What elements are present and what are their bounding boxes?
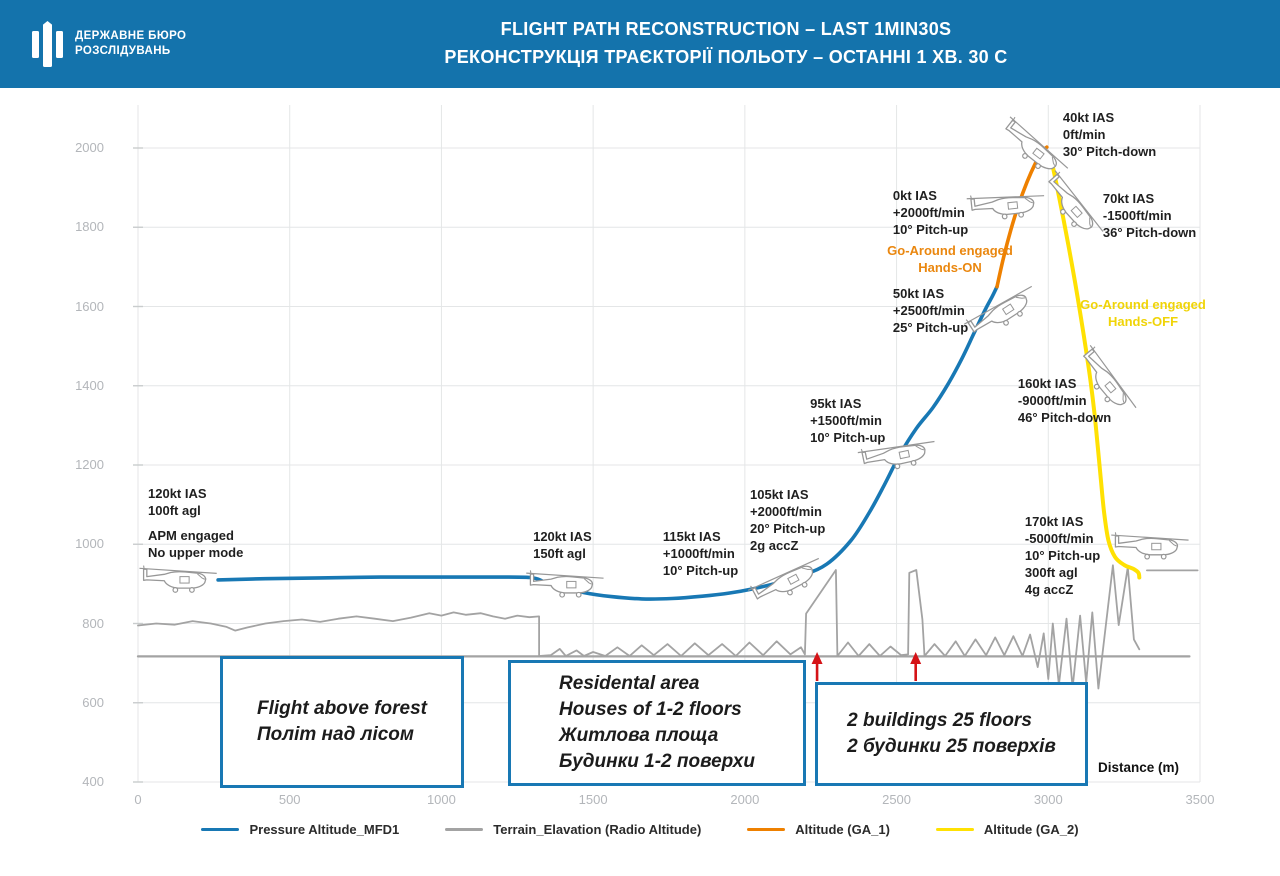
y-axis-tick-label: 1800	[75, 219, 104, 235]
flight-annotation: 120kt IAS 100ft agl APM engaged No upper mo…	[148, 485, 244, 560]
helicopter-icon	[994, 113, 1074, 184]
legend-item-label: Terrain_Elavation (Radio Altitude)	[493, 822, 702, 837]
page-title: FLIGHT PATH RECONSTRUCTION – LAST 1MIN30…	[180, 16, 1272, 72]
x-axis-tick-label: 500	[278, 792, 301, 807]
legend-swatch-line	[201, 827, 240, 832]
flight-annotation: 95kt IAS +1500ft/min 10° Pitch-up	[810, 396, 886, 446]
y-axis-tick-label: 400	[82, 774, 104, 789]
area-box-residential-line3: Житлова площа	[559, 725, 719, 746]
legend-swatch-line	[445, 827, 484, 832]
header: ДЕРЖАВНЕ БЮРО РОЗСЛІДУВАНЬ FLIGHT PATH R…	[0, 0, 1280, 88]
y-axis-tick-label: 600	[82, 694, 104, 710]
legend-swatch-line	[747, 827, 786, 832]
flight-annotation: 115kt IAS +1000ft/min 10° Pitch-up	[662, 528, 739, 578]
helicopter-icon	[746, 550, 829, 613]
flight-annotation: 40kt IAS 0ft/min 30° Pitch-down	[1062, 110, 1157, 160]
y-axis-tick-label: 1000	[75, 536, 104, 552]
flight-annotation: 170kt IAS -5000ft/min 10° Pitch-up 300ft ag…	[1024, 514, 1101, 598]
x-axis-tick-label: 3000	[1033, 792, 1063, 807]
helicopter-icon	[1110, 531, 1190, 560]
dbr-logo-icon	[32, 20, 63, 68]
x-axis-tick-label: 3500	[1185, 792, 1215, 807]
dbr-logo: ДЕРЖАВНЕ БЮРО РОЗСЛІДУВАНЬ	[32, 20, 186, 68]
building-marker-arrows	[811, 652, 922, 681]
area-box-residential-line1: Residental area	[559, 673, 700, 694]
legend-item-label: Pressure Altitude_MFD1	[249, 822, 400, 837]
x-axis-tick-label: 1000	[426, 792, 456, 807]
helicopter-icon	[138, 564, 218, 593]
legend-item: Altitude (GA_2)	[935, 822, 1079, 837]
agency-name-line1: ДЕРЖАВНЕ БЮРО	[75, 30, 187, 43]
page-title-en: FLIGHT PATH RECONSTRUCTION – LAST 1MIN30…	[500, 19, 952, 40]
flight-annotation: 70kt IAS -1500ft/min 36° Pitch-down	[1102, 190, 1197, 240]
y-axis-tick-label: 1400	[75, 377, 104, 393]
agency-name: ДЕРЖАВНЕ БЮРО РОЗСЛІДУВАНЬ	[75, 29, 186, 59]
page-title-uk: РЕКОНСТРУКЦІЯ ТРАЄКТОРІЇ ПОЛЬОТУ – ОСТАН…	[444, 47, 1008, 67]
area-box-forest: Flight above forest Політ над лісом	[220, 656, 464, 788]
flight-annotation: 160kt IAS -9000ft/min 46° Pitch-down	[1017, 376, 1112, 426]
building-marker-arrow	[811, 652, 823, 681]
area-box-residential-line2: Houses of 1-2 floors	[559, 699, 742, 720]
area-box-residential-line4: Будинки 1-2 поверхи	[559, 751, 755, 772]
legend-item: Pressure Altitude_MFD1	[201, 822, 399, 837]
y-axis-tick-label: 800	[82, 615, 104, 631]
legend-item: Altitude (GA_1)	[747, 822, 890, 837]
y-axis-tick-label: 1200	[75, 457, 104, 472]
legend: Pressure Altitude_MFD1 Terrain_Elavation …	[0, 822, 1280, 837]
y-axis-tick-label: 1600	[75, 298, 104, 314]
flight-annotation: 105kt IAS +2000ft/min 20° Pitch-up 2g accZ	[750, 487, 826, 554]
x-axis-tick-label: 0	[134, 792, 142, 807]
area-box-forest-line1: Flight above forest	[257, 698, 427, 719]
area-box-buildings: 2 buildings 25 floors 2 будинки 25 повер…	[815, 682, 1088, 786]
area-box-buildings-line2: 2 будинки 25 поверхів	[847, 736, 1056, 757]
x-axis-tick-label: 1500	[578, 792, 608, 807]
x-axis-tick-label: 2000	[730, 792, 760, 807]
legend-item-label: Altitude (GA_1)	[795, 822, 890, 837]
area-box-forest-line2: Політ над лісом	[257, 724, 414, 745]
x-axis-title: Distance (m)	[1098, 760, 1180, 775]
legend-swatch-line	[935, 827, 974, 832]
area-box-residential: Residental area Houses of 1-2 floors Жит…	[508, 660, 806, 786]
flight-annotation: 120kt IAS 150ft agl	[533, 528, 592, 561]
legend-item: Terrain_Elavation (Radio Altitude)	[445, 822, 701, 837]
helicopter-icon	[965, 187, 1047, 224]
go-around-hands-on-label: Go-Around engaged Hands-ON	[887, 243, 1013, 276]
go-around-hands-off-label: Go-Around engaged Hands-OFF	[1080, 296, 1206, 329]
agency-name-line2: РОЗСЛІДУВАНЬ	[75, 45, 171, 57]
building-marker-arrow	[910, 652, 922, 681]
area-box-buildings-line1: 2 buildings 25 floors	[847, 710, 1032, 731]
legend-item-label: Altitude (GA_2)	[983, 822, 1079, 837]
flight-annotation: 50kt IAS +2500ft/min 25° Pitch-up	[892, 285, 969, 335]
y-axis-tick-label: 2000	[75, 140, 104, 155]
x-axis-tick-label: 2500	[882, 792, 912, 807]
flight-annotation: 0kt IAS +2000ft/min 10° Pitch-up	[892, 187, 969, 237]
